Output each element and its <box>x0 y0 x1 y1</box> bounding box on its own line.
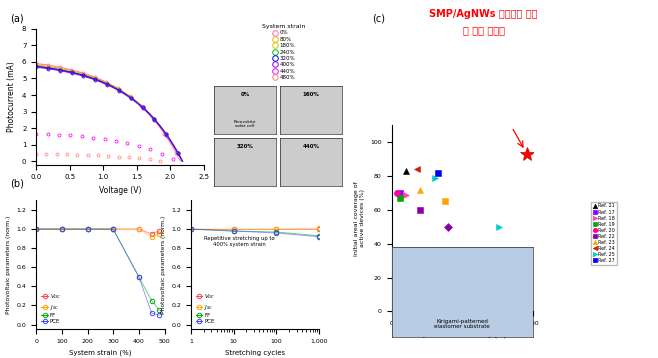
X-axis label: Voltage (V): Voltage (V) <box>99 186 141 195</box>
Text: 440%: 440% <box>303 144 319 149</box>
Y-axis label: Photocurrent (mA): Photocurrent (mA) <box>7 61 16 132</box>
Text: SMP/AgNWs 복합인쁘 활용: SMP/AgNWs 복합인쁘 활용 <box>430 9 538 19</box>
Text: 320%: 320% <box>237 144 253 149</box>
Legend: Ref. 21, Ref. 17, Ref. 18, Ref. 19, Ref. 20, Ref. 22, Ref. 23, Ref. 24, Ref. 25,: Ref. 21, Ref. 17, Ref. 18, Ref. 19, Ref.… <box>591 202 617 265</box>
Text: 160%: 160% <box>303 92 319 97</box>
Legend: $V_{OC}$, $J_{SC}$, FF, PCE: $V_{OC}$, $J_{SC}$, FF, PCE <box>193 290 218 326</box>
Text: Perovskite
solar cell: Perovskite solar cell <box>234 120 257 129</box>
Y-axis label: Initial areal coverage of
active devices (%): Initial areal coverage of active devices… <box>354 181 365 256</box>
Text: 본 연구 접근법: 본 연구 접근법 <box>463 25 505 35</box>
Text: (b): (b) <box>10 178 24 188</box>
Legend: 0%, 80%, 180%, 240%, 320%, 400%, 440%, 480%: 0%, 80%, 180%, 240%, 320%, 400%, 440%, 4… <box>260 22 308 82</box>
Text: Repetitive stretching up to
400% system strain: Repetitive stretching up to 400% system … <box>204 236 275 247</box>
Text: Kirigami-patterned
elastomer substrate: Kirigami-patterned elastomer substrate <box>434 319 490 329</box>
X-axis label: Stretching cycles: Stretching cycles <box>225 350 285 355</box>
Text: (c): (c) <box>372 14 385 24</box>
X-axis label: System stretchability (%): System stretchability (%) <box>418 332 507 338</box>
Text: (a): (a) <box>10 14 24 24</box>
Y-axis label: Photovoltaic parameters (norm.): Photovoltaic parameters (norm.) <box>161 216 166 314</box>
Legend: $V_{OC}$, $J_{SC}$, FF, PCE: $V_{OC}$, $J_{SC}$, FF, PCE <box>39 290 63 326</box>
X-axis label: System strain (%): System strain (%) <box>69 350 132 356</box>
Text: 0%: 0% <box>240 92 250 97</box>
Y-axis label: Photovoltaic parameters (norm.): Photovoltaic parameters (norm.) <box>6 216 11 314</box>
